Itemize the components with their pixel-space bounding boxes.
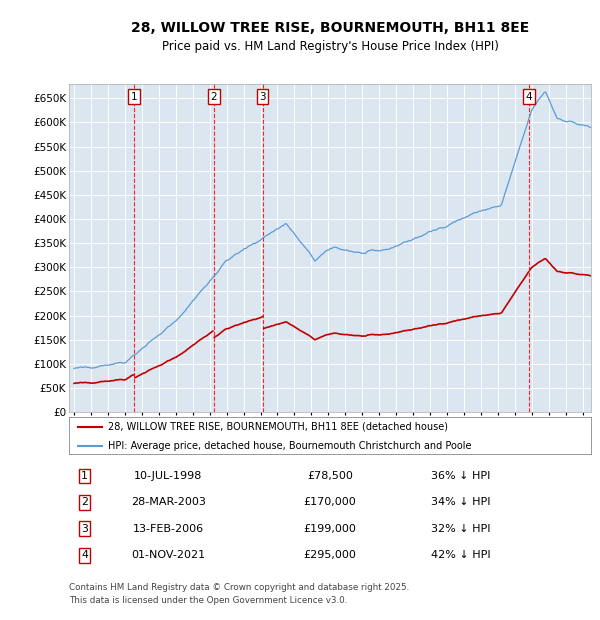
Text: 3: 3	[81, 524, 88, 534]
Text: 34% ↓ HPI: 34% ↓ HPI	[431, 497, 490, 507]
Text: 01-NOV-2021: 01-NOV-2021	[131, 550, 205, 560]
Text: £78,500: £78,500	[307, 471, 353, 481]
Text: 2: 2	[211, 92, 217, 102]
Text: HPI: Average price, detached house, Bournemouth Christchurch and Poole: HPI: Average price, detached house, Bour…	[108, 441, 472, 451]
Text: Price paid vs. HM Land Registry's House Price Index (HPI): Price paid vs. HM Land Registry's House …	[161, 40, 499, 53]
Text: 13-FEB-2006: 13-FEB-2006	[133, 524, 204, 534]
Text: 28, WILLOW TREE RISE, BOURNEMOUTH, BH11 8EE: 28, WILLOW TREE RISE, BOURNEMOUTH, BH11 …	[131, 21, 529, 35]
Text: 1: 1	[131, 92, 137, 102]
Text: 28, WILLOW TREE RISE, BOURNEMOUTH, BH11 8EE (detached house): 28, WILLOW TREE RISE, BOURNEMOUTH, BH11 …	[108, 422, 448, 432]
Text: £199,000: £199,000	[304, 524, 356, 534]
Text: This data is licensed under the Open Government Licence v3.0.: This data is licensed under the Open Gov…	[69, 596, 347, 604]
Text: 28-MAR-2003: 28-MAR-2003	[131, 497, 206, 507]
Text: 4: 4	[81, 550, 88, 560]
Text: Contains HM Land Registry data © Crown copyright and database right 2025.: Contains HM Land Registry data © Crown c…	[69, 583, 409, 592]
Text: 2: 2	[81, 497, 88, 507]
Text: 3: 3	[259, 92, 266, 102]
Text: 1: 1	[81, 471, 88, 481]
Text: £170,000: £170,000	[304, 497, 356, 507]
Text: 10-JUL-1998: 10-JUL-1998	[134, 471, 202, 481]
Text: 4: 4	[526, 92, 532, 102]
Text: 36% ↓ HPI: 36% ↓ HPI	[431, 471, 490, 481]
Text: 32% ↓ HPI: 32% ↓ HPI	[431, 524, 490, 534]
Text: £295,000: £295,000	[304, 550, 356, 560]
Text: 42% ↓ HPI: 42% ↓ HPI	[431, 550, 490, 560]
